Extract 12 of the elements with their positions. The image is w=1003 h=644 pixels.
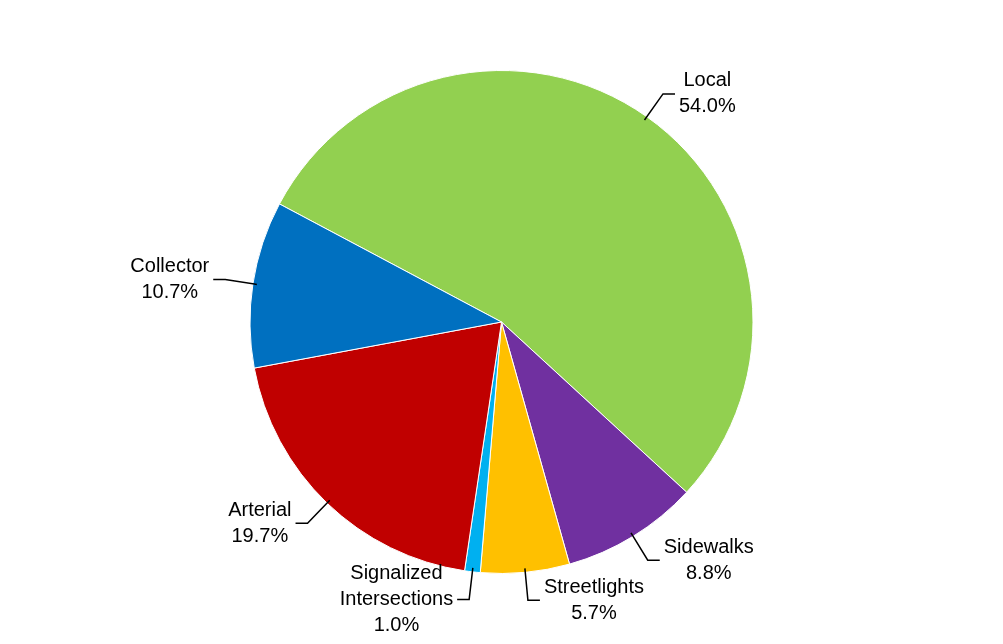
slice-label: Collector <box>130 254 210 277</box>
data-label: 8.8% <box>685 560 732 583</box>
data-label: 54.0% <box>679 94 736 117</box>
slice-label: Sidewalks <box>663 534 754 557</box>
data-label: 5.7% <box>571 600 617 623</box>
data-label: 10.7% <box>141 280 199 303</box>
data-label: 1.0% <box>373 613 420 636</box>
data-label: 19.7% <box>231 523 289 546</box>
slice-label: Signalized Intersections <box>339 561 454 610</box>
slice-label: Streetlights <box>543 574 644 597</box>
slice-label: Arterial <box>228 497 292 520</box>
slice-label: Local <box>683 68 732 91</box>
